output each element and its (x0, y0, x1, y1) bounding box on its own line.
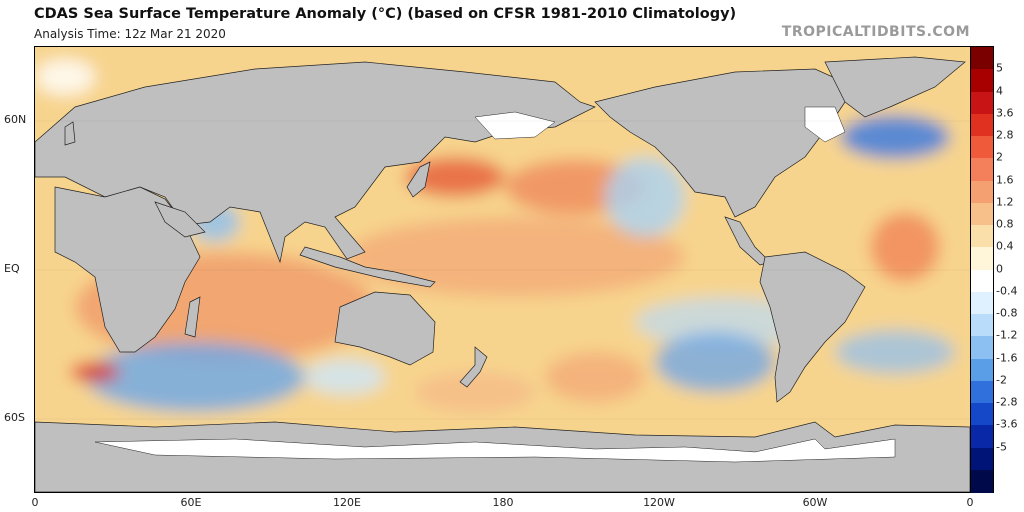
colorbar-tick-label: -0.4 (996, 284, 1018, 298)
colorbar-tick-label: 1.6 (996, 173, 1014, 186)
colorbar-swatch (971, 269, 993, 293)
source-credit[interactable]: TROPICALTIDBITS.COM (781, 24, 970, 40)
lon-label-0-east: 0 (966, 496, 974, 509)
colorbar-tick-label: 0.8 (996, 217, 1014, 231)
lat-label-60s: 60S (4, 411, 25, 424)
madagascar (184, 296, 201, 338)
map-canvas (35, 47, 970, 492)
colorbar-tick-label: 0 (996, 262, 1003, 275)
colorbar-tick-label: -3.6 (996, 417, 1018, 431)
greenland (824, 56, 966, 118)
colorbar-swatch (971, 425, 993, 448)
lon-label-60w: 60W (802, 496, 828, 509)
lon-label-60e: 60E (180, 496, 202, 509)
sea-ice (94, 106, 896, 463)
colorbar-swatch (971, 180, 993, 204)
colorbar-swatch (971, 69, 993, 92)
sst-anomaly-map (34, 46, 971, 493)
analysis-time: Analysis Time: 12z Mar 21 2020 (34, 27, 226, 41)
south-america (759, 251, 866, 403)
lat-label-60n: 60N (4, 113, 27, 126)
australia (334, 291, 436, 366)
colorbar-tick-label: 1.2 (996, 195, 1014, 209)
colorbar-tick-label: -2.8 (996, 395, 1018, 409)
colorbar-swatch (971, 358, 993, 382)
colorbar-swatch (971, 113, 993, 137)
colorbar-tick-label: 2 (996, 150, 1003, 164)
colorbar-tick-label: -5 (996, 440, 1007, 453)
colorbar-tick-label: 5 (996, 61, 1003, 75)
colorbar-tick-label: -2 (996, 373, 1007, 387)
arabia (154, 201, 206, 238)
colorbar-swatch (971, 314, 993, 337)
colorbar-swatch (971, 447, 993, 471)
colorbar-swatch (971, 225, 993, 248)
colorbar-tick-label: 4 (996, 84, 1003, 97)
graticule (35, 120, 970, 420)
colorbar-swatch (971, 47, 993, 70)
colorbar-swatch (971, 380, 993, 404)
colorbar-tick-label: -0.8 (996, 306, 1018, 320)
colorbar-tick-label: 2.8 (996, 128, 1014, 142)
colorbar-swatch (971, 403, 993, 426)
lon-label-120w: 120W (643, 496, 675, 509)
colorbar-swatch (971, 91, 993, 115)
colorbar-tick-label: -1.2 (996, 328, 1018, 342)
uk (64, 121, 76, 146)
africa (54, 186, 201, 353)
lon-label-180: 180 (492, 496, 514, 509)
map-title: CDAS Sea Surface Temperature Anomaly (°C… (34, 6, 737, 22)
lat-label-eq: EQ (4, 262, 20, 275)
colorbar-swatch (971, 202, 993, 226)
colorbar-swatch (971, 469, 993, 493)
colorbar-swatch (971, 247, 993, 270)
new-zealand (459, 346, 488, 388)
colorbar-swatch (971, 291, 993, 315)
colorbar-swatch (971, 136, 993, 159)
north-america (594, 68, 856, 218)
colorbar-swatch (971, 158, 993, 181)
lon-label-0: 0 (31, 496, 39, 509)
colorbar-tick-label: 0.4 (996, 239, 1014, 253)
eurasia (35, 61, 596, 264)
colorbar (970, 46, 994, 493)
indonesia (299, 246, 436, 288)
colorbar-tick-label: 3.6 (996, 106, 1014, 120)
colorbar-swatch (971, 336, 993, 359)
lon-label-120e: 120E (333, 496, 361, 509)
colorbar-tick-label: -1.6 (996, 351, 1018, 364)
japan (406, 161, 431, 198)
